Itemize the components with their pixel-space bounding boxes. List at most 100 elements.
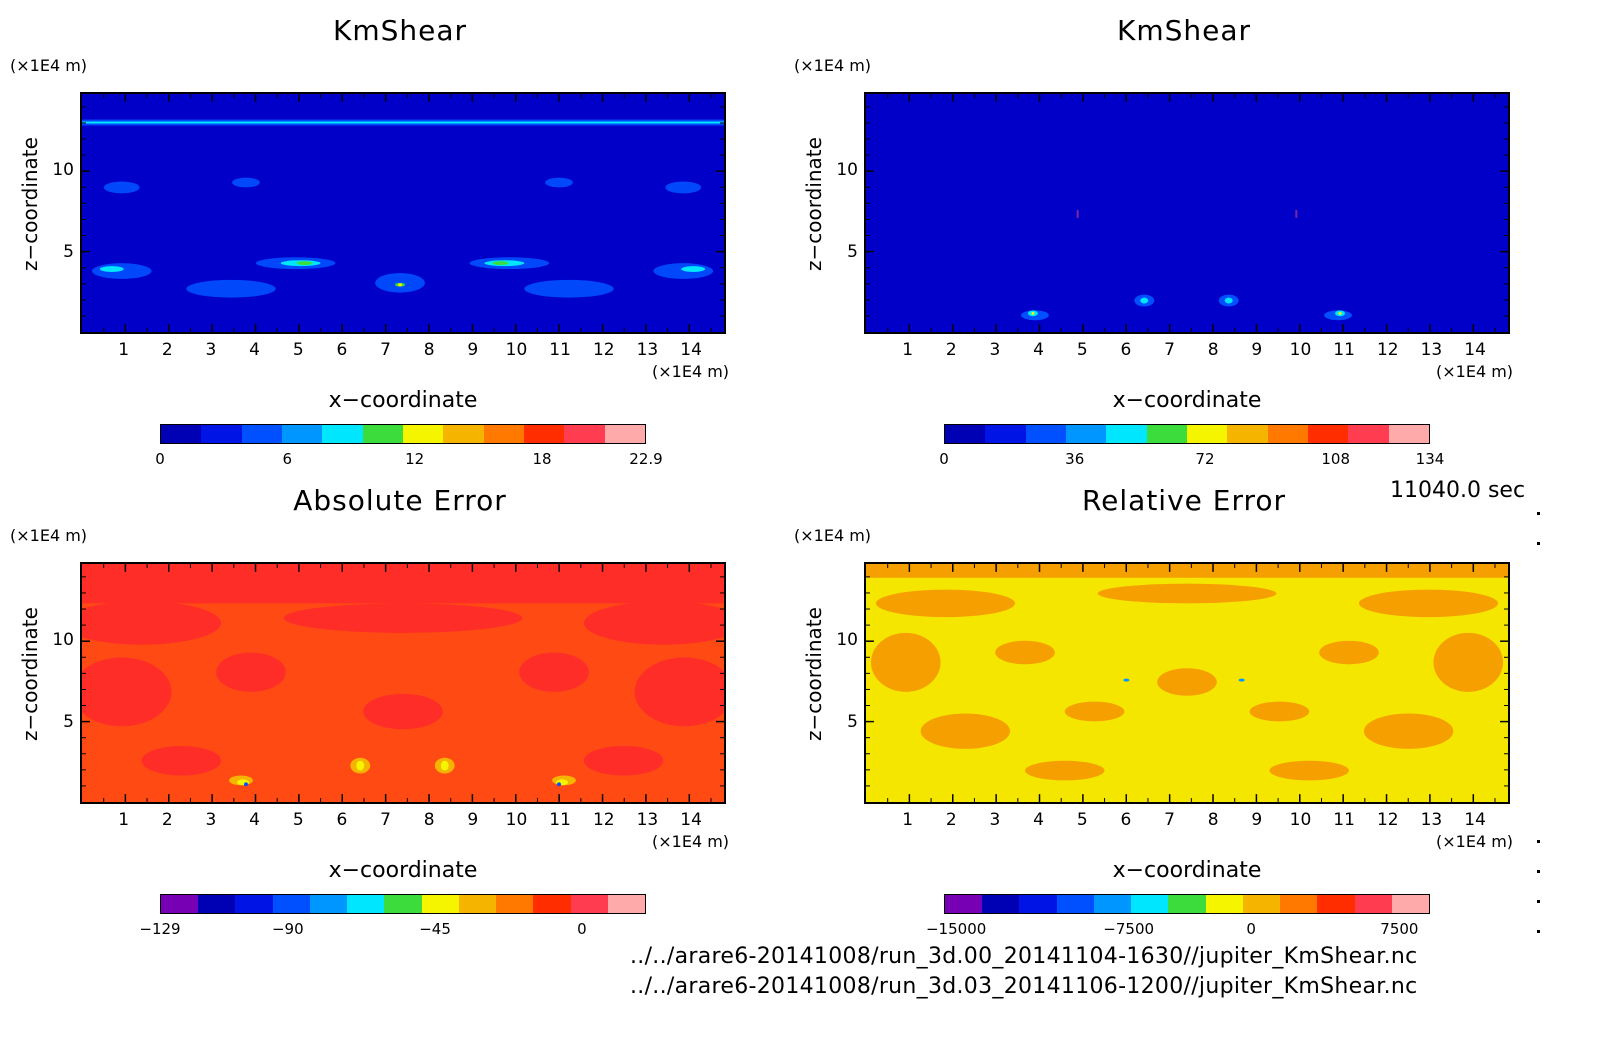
z-unit-label: (×1E4 m) (794, 526, 872, 545)
x-unit-label: (×1E4 m) (652, 362, 730, 381)
x-tick-label: 1 (902, 340, 914, 360)
plot-area (80, 92, 726, 334)
x-tick-label: 13 (1420, 810, 1443, 830)
colorbar-segment (1227, 425, 1268, 443)
colorbar-label: 7500 (1380, 920, 1419, 938)
x-tick-label: 12 (1376, 340, 1399, 360)
x-tick-label: 8 (1207, 810, 1219, 830)
colorbar-segment (564, 425, 605, 443)
x-tick-label: 9 (1251, 810, 1263, 830)
colorbar-label: 22.9 (629, 450, 663, 468)
z-unit-label: (×1E4 m) (794, 56, 872, 75)
x-tick-label: 3 (205, 340, 217, 360)
x-axis-label: x−coordinate (328, 858, 478, 883)
x-tick-label: 10 (1289, 810, 1312, 830)
x-tick-label: 9 (1251, 340, 1263, 360)
colorbar-label: 36 (1065, 450, 1085, 468)
x-tick-label: 8 (423, 340, 435, 360)
colorbar-label: 72 (1195, 450, 1215, 468)
colorbar-segment (945, 425, 986, 443)
x-tick-label: 2 (161, 810, 173, 830)
x-tick-label: 5 (292, 810, 304, 830)
x-tick-label: 4 (249, 810, 261, 830)
x-tick-label: 14 (680, 810, 702, 830)
x-tick-label: 9 (467, 810, 479, 830)
z-unit-label: (×1E4 m) (10, 56, 88, 75)
x-tick-label: 8 (423, 810, 435, 830)
colorbar-label: 0 (155, 450, 165, 468)
x-tick-label: 13 (1420, 340, 1443, 360)
colorbar-segment (1019, 895, 1057, 913)
dot-marker (1537, 512, 1540, 515)
colorbar-label: 12 (405, 450, 425, 468)
colorbar-segment (281, 425, 323, 443)
x-tick-label: 12 (592, 810, 615, 830)
colorbar-segment (402, 425, 444, 443)
colorbar-segment (421, 895, 459, 913)
colorbar-label: 108 (1321, 450, 1351, 468)
x-tick-label: 10 (505, 340, 528, 360)
y-tick-label: 5 (63, 712, 74, 733)
y-tick-label: 10 (836, 160, 858, 181)
colorbar-segment (272, 895, 310, 913)
heatmap-field (82, 94, 724, 332)
colorbar-segment (570, 895, 608, 913)
dot-marker (1537, 840, 1540, 843)
colorbar-segment (235, 895, 273, 913)
colorbar-segment (982, 895, 1020, 913)
colorbar-segment (1025, 425, 1066, 443)
x-unit-label: (×1E4 m) (1436, 832, 1514, 851)
dot-marker (1537, 900, 1540, 903)
y-tick-label: 10 (52, 160, 74, 181)
colorbar (944, 424, 1430, 444)
x-tick-label: 3 (989, 810, 1001, 830)
colorbar-segment (1354, 895, 1392, 913)
y-tick-label: 5 (63, 242, 74, 263)
x-tick-label: 6 (336, 810, 348, 830)
file-path-1: ../../arare6-20141008/run_3d.00_20141104… (630, 944, 1418, 969)
colorbar-label: 0 (939, 450, 949, 468)
dot-marker (1537, 930, 1540, 933)
colorbar-label: 18 (532, 450, 552, 468)
plot-area (864, 562, 1510, 804)
plot-area (864, 92, 1510, 334)
panel-title: Absolute Error (293, 484, 507, 517)
x-tick-label: 4 (1033, 810, 1045, 830)
colorbar-label: 6 (282, 450, 293, 468)
colorbar-segment (1168, 895, 1206, 913)
colorbar-segment (161, 895, 199, 913)
colorbar-segment (1267, 425, 1308, 443)
panel-relative-error: Relative Error (×1E4 m) z−coordinate (784, 470, 1564, 940)
y-tick-label: 5 (847, 712, 858, 733)
colorbar-label: −7500 (1103, 920, 1155, 938)
colorbar-label: −129 (139, 920, 181, 938)
colorbar-label: 0 (1246, 920, 1256, 938)
colorbar (944, 894, 1430, 914)
x-tick-label: 11 (1333, 810, 1355, 830)
x-tick-label: 9 (467, 340, 479, 360)
x-tick-label: 7 (1164, 340, 1175, 360)
colorbar-segment (523, 425, 565, 443)
panel-kmshear-1: KmShear (×1E4 m) z−coordinate (0, 0, 780, 470)
colorbar-label: −15000 (925, 920, 987, 938)
x-tick-label: 12 (592, 340, 615, 360)
x-tick-label: 7 (380, 810, 391, 830)
z-unit-label: (×1E4 m) (10, 526, 88, 545)
x-tick-label: 14 (1464, 810, 1486, 830)
file-path-2: ../../arare6-20141008/run_3d.03_20141106… (630, 974, 1418, 999)
colorbar-segment (945, 895, 983, 913)
colorbar-segment (607, 895, 646, 913)
colorbar-segment (483, 425, 524, 443)
colorbar-segment (241, 425, 282, 443)
x-tick-label: 5 (1076, 340, 1088, 360)
colorbar-segment (1317, 895, 1355, 913)
x-tick-label: 11 (549, 810, 571, 830)
x-tick-label: 7 (380, 340, 391, 360)
dot-marker (1537, 870, 1540, 873)
x-tick-label: 1 (118, 810, 130, 830)
dot-marker (1537, 542, 1540, 545)
colorbar (160, 424, 646, 444)
axis-ticks (866, 564, 1508, 802)
colorbar-segment (161, 425, 202, 443)
colorbar-segment (1348, 425, 1389, 443)
